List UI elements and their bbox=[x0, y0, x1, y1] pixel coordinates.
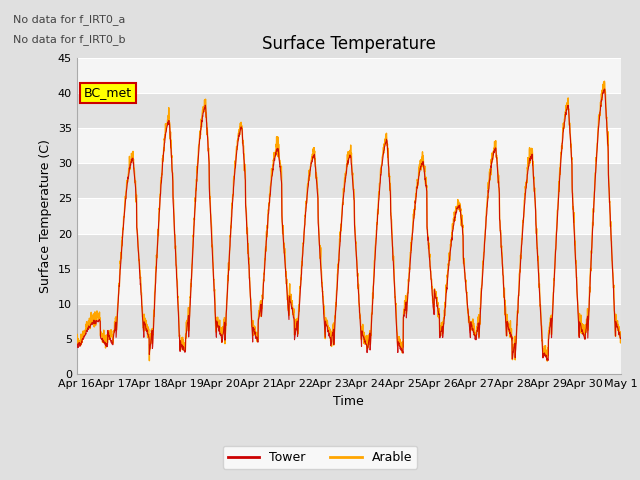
Legend: Tower, Arable: Tower, Arable bbox=[223, 446, 417, 469]
Text: No data for f_IRT0_b: No data for f_IRT0_b bbox=[13, 34, 125, 45]
Bar bbox=[77, 269, 621, 304]
Bar bbox=[77, 234, 621, 269]
Bar bbox=[77, 93, 621, 128]
Bar bbox=[77, 198, 621, 234]
Bar bbox=[77, 339, 621, 374]
Bar bbox=[77, 58, 621, 93]
Bar bbox=[77, 304, 621, 339]
Y-axis label: Surface Temperature (C): Surface Temperature (C) bbox=[39, 139, 52, 293]
Text: BC_met: BC_met bbox=[84, 86, 132, 99]
Bar bbox=[77, 163, 621, 198]
X-axis label: Time: Time bbox=[333, 395, 364, 408]
Text: No data for f_IRT0_a: No data for f_IRT0_a bbox=[13, 14, 125, 25]
Bar bbox=[77, 128, 621, 163]
Title: Surface Temperature: Surface Temperature bbox=[262, 35, 436, 53]
